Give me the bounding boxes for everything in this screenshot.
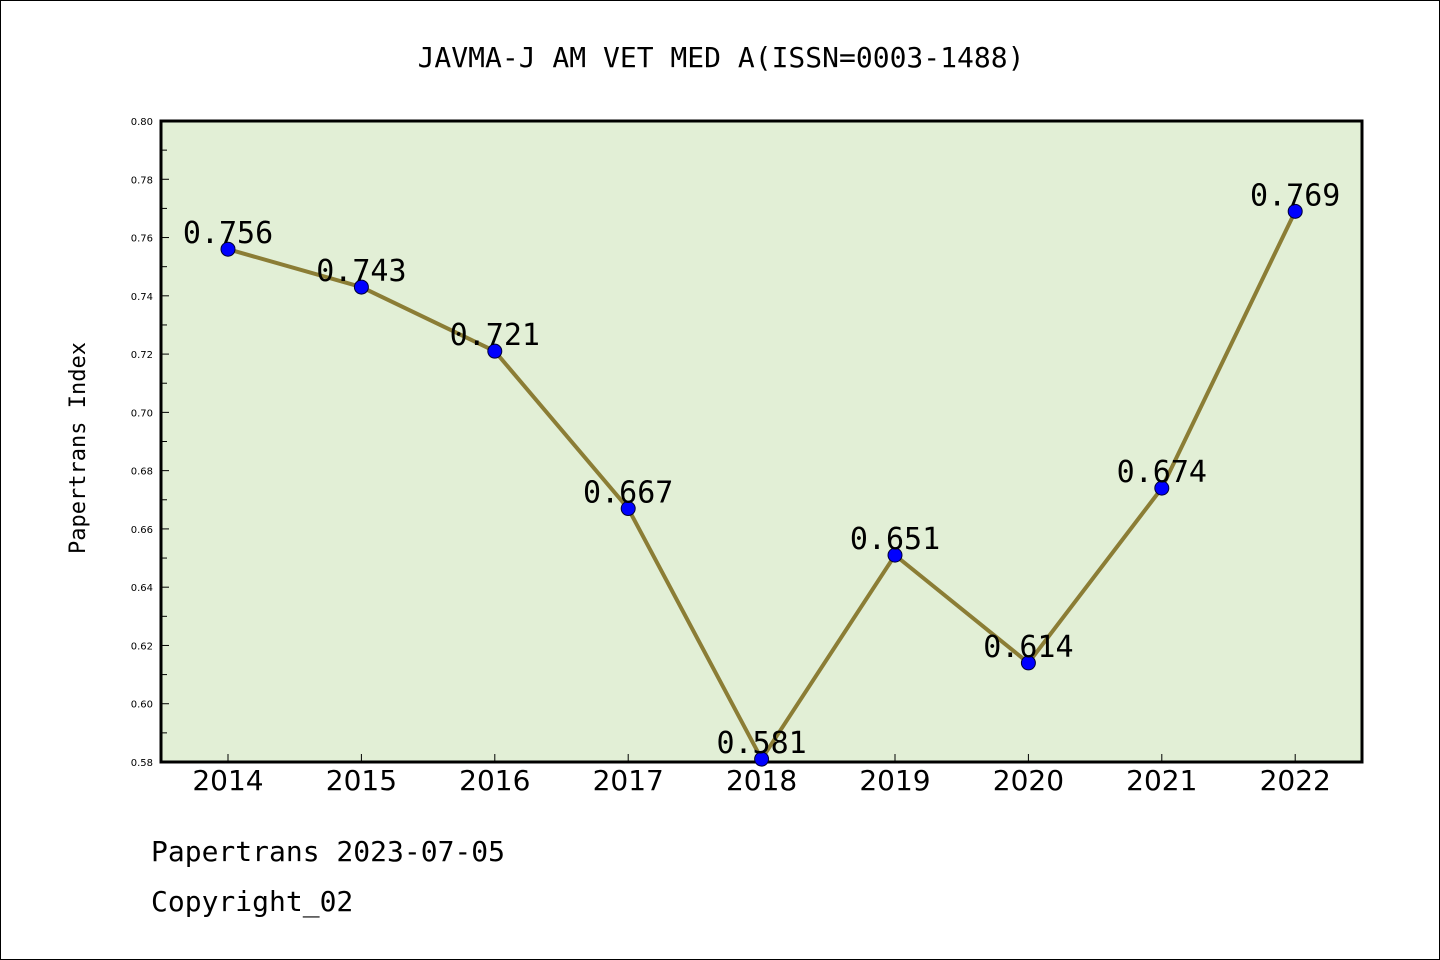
footer-copyright: Copyright_02 [151,885,354,918]
data-label-2020: 0.614 [983,630,1073,665]
y-tick-label-2: 0.62 [131,641,153,652]
x-tick-label-2020: 2020 [993,764,1064,797]
data-label-2015: 0.743 [316,254,406,289]
data-label-2022: 0.769 [1250,178,1340,213]
y-tick-label-9: 0.76 [131,234,153,245]
data-label-2016: 0.721 [450,318,540,353]
data-label-2019: 0.651 [850,522,940,557]
y-tick-label-6: 0.70 [131,408,153,419]
data-point-2017 [620,501,636,517]
data-point-2014 [220,241,236,257]
data-label-2018: 0.581 [716,726,806,761]
chart-title: JAVMA-J AM VET MED A(ISSN=0003-1488) [418,41,1025,74]
y-axis-label: Papertrans Index [66,342,91,554]
x-tick-label-2017: 2017 [593,764,664,797]
data-label-2014: 0.756 [183,216,273,251]
y-tick-label-0: 0.58 [131,758,153,769]
footer-date: Papertrans 2023-07-05 [151,835,506,868]
x-axis: 2014 2015 2016 2017 2018 2019 2020 2021 2022 [192,754,1331,797]
data-point-2018 [754,751,770,767]
x-tick-label-2016: 2016 [459,764,530,797]
data-point-2020 [1020,655,1036,671]
y-tick-label-10: 0.78 [131,175,153,186]
y-tick-label-7: 0.72 [131,350,153,361]
y-tick-label-3: 0.64 [131,583,153,594]
y-tick-label-4: 0.66 [131,525,153,536]
series-group: 0.756 0.743 0.721 0.667 0.581 0.651 0.614 0.674… [183,178,1340,767]
data-point-2019 [887,547,903,563]
x-tick-label-2021: 2021 [1126,764,1197,797]
data-point-2022 [1287,203,1303,219]
y-tick-label-1: 0.60 [131,700,153,711]
x-tick-label-2014: 2014 [192,764,263,797]
data-point-2016 [487,343,503,359]
y-tick-label-11: 0.80 [131,117,153,128]
x-tick-label-2019: 2019 [859,764,930,797]
data-label-2021: 0.674 [1117,455,1207,490]
y-tick-label-8: 0.74 [131,292,153,303]
y-tick-label-5: 0.68 [131,467,153,478]
plot-area [159,119,1364,764]
x-tick-label-2015: 2015 [326,764,397,797]
data-label-2017: 0.667 [583,476,673,511]
x-tick-label-2018: 2018 [726,764,797,797]
data-point-2015 [353,279,369,295]
data-point-2021 [1154,480,1170,496]
x-tick-label-2022: 2022 [1260,764,1331,797]
y-axis: 0.58 0.60 0.62 0.64 0.66 0.68 0.70 0.72 0.74 0.76… [131,117,169,769]
